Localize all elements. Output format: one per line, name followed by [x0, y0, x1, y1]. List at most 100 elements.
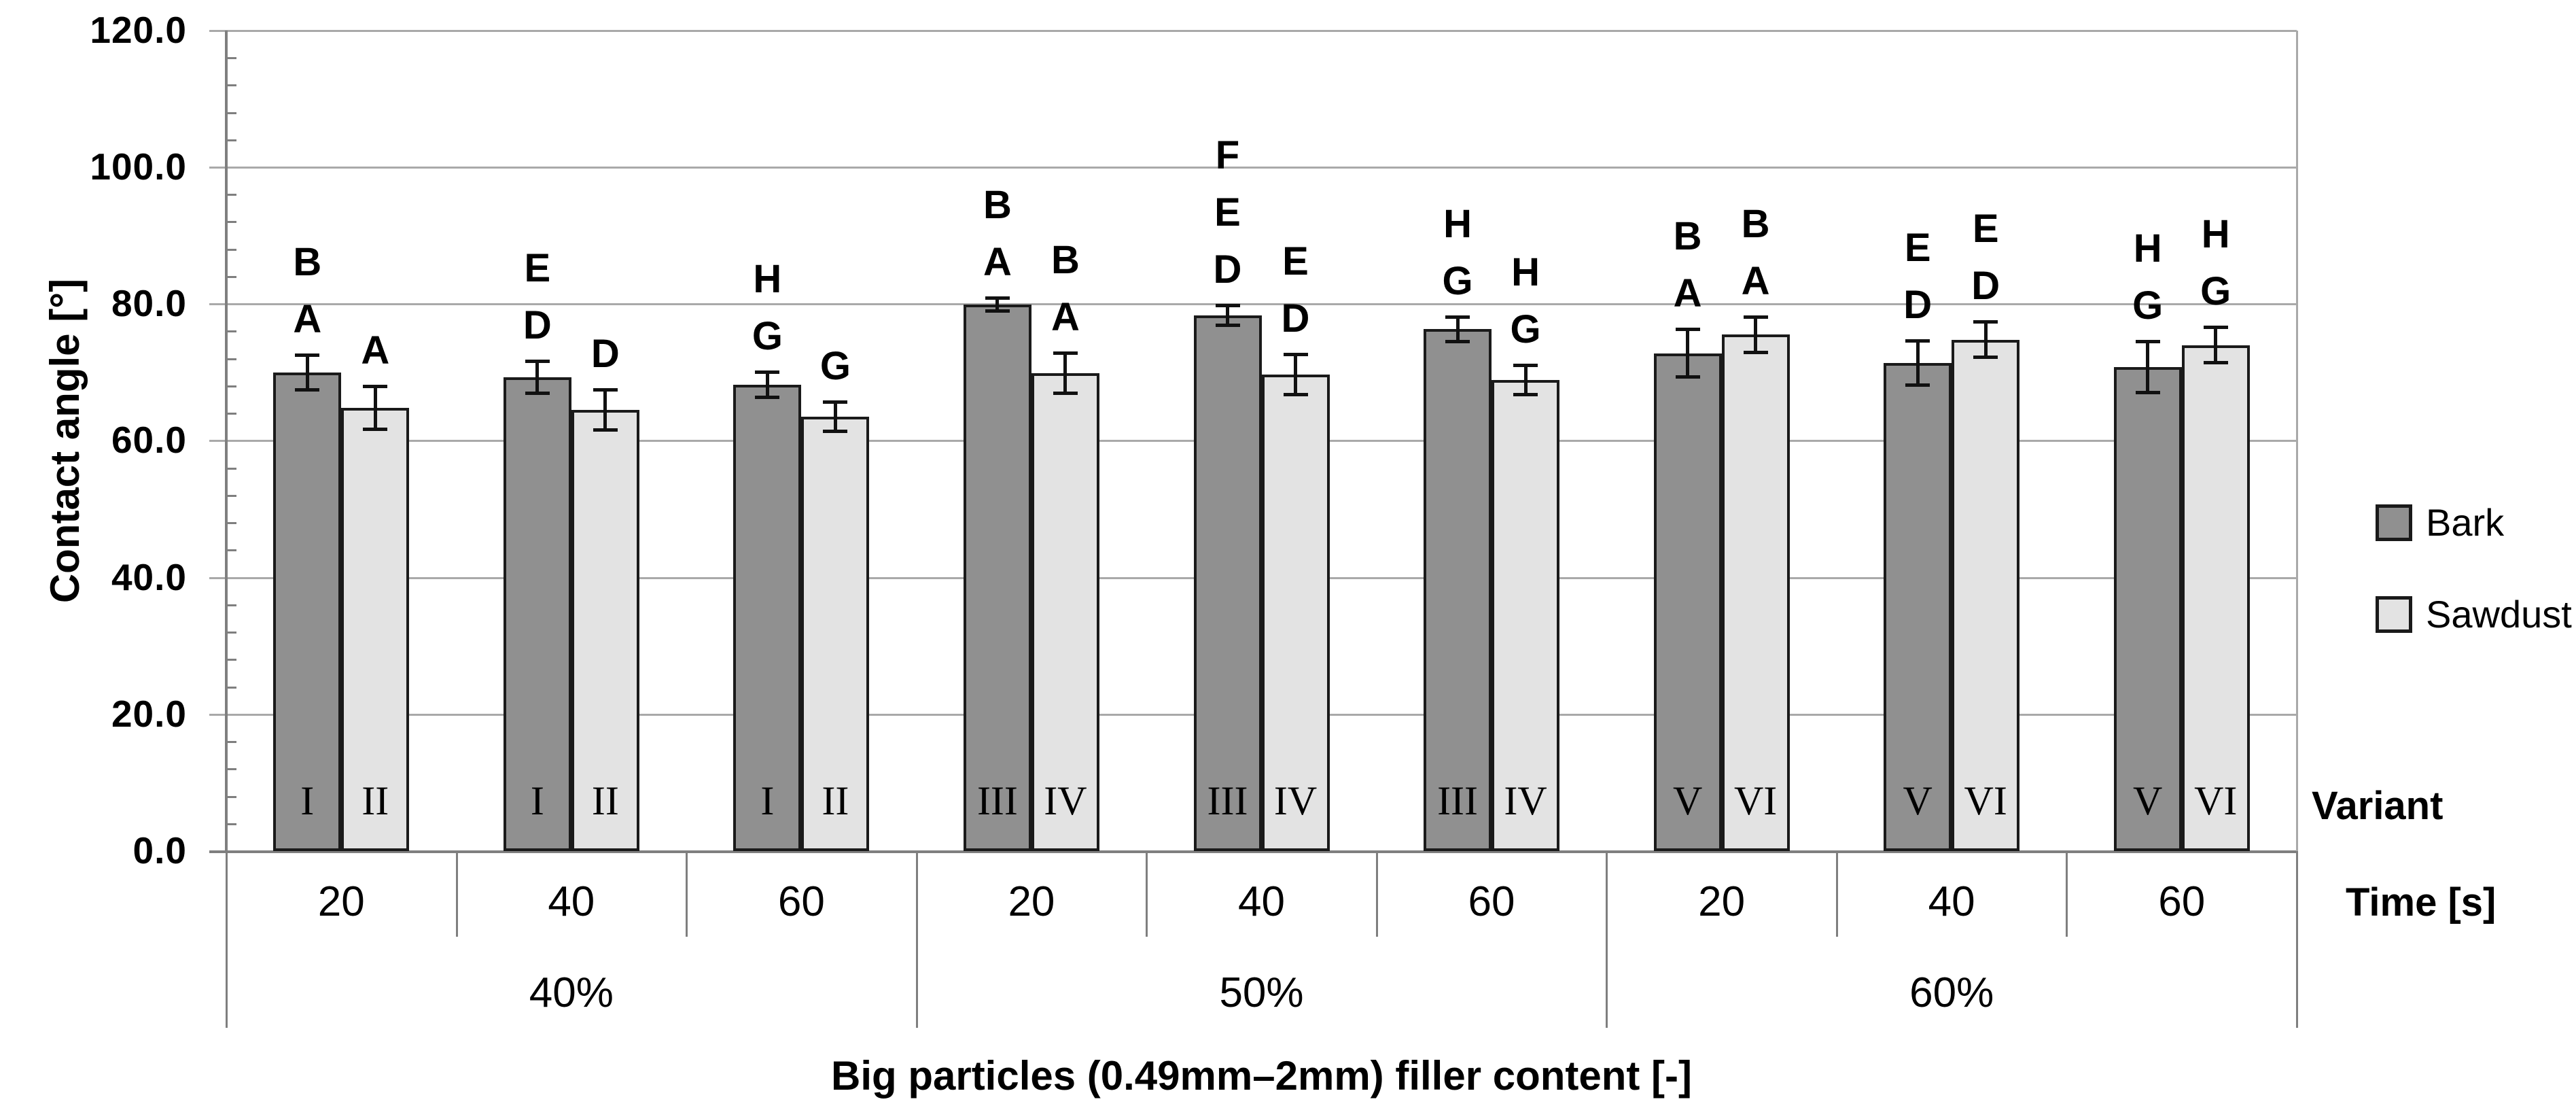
significance-letter-sawdust-60%-60s-H: H [2201, 212, 2230, 257]
error-cap-top-bark-40%-40s [525, 359, 550, 363]
time-row-separator [226, 851, 228, 937]
y-minor-tick [226, 275, 236, 278]
y-minor-tick [226, 467, 236, 470]
bar-bark-60%-40s [1884, 362, 1952, 851]
y-tick-label-40: 40.0 [111, 555, 187, 598]
significance-letter-sawdust-60%-40s-E: E [1972, 207, 1999, 252]
y-minor-tick [226, 358, 236, 360]
y-tick-label-60: 60.0 [111, 419, 187, 462]
error-cap-top-bark-60%-40s [1905, 339, 1930, 343]
filler-label-60%: 60% [1909, 969, 1994, 1016]
error-cap-bottom-bark-50%-40s [1215, 324, 1240, 328]
error-bar-bark-60%-60s [2146, 341, 2150, 393]
significance-letter-bark-40%-60s-G: G [752, 313, 783, 358]
bar-sawdust-60%-60s [2181, 345, 2250, 851]
y-minor-tick [226, 194, 236, 196]
bar-sawdust-40%-20s [341, 408, 410, 851]
significance-letter-sawdust-60%-60s-G: G [2200, 269, 2231, 314]
error-bar-sawdust-50%-20s [1063, 352, 1068, 394]
time-label-40%-60: 60 [777, 878, 825, 925]
error-cap-bottom-sawdust-50%-20s [1053, 391, 1078, 395]
significance-letter-bark-60%-40s-D: D [1903, 282, 1933, 327]
error-cap-top-sawdust-50%-60s [1513, 363, 1538, 367]
significance-letter-sawdust-50%-20s-B: B [1051, 237, 1080, 282]
error-bar-bark-50%-40s [1226, 305, 1229, 326]
error-cap-bottom-bark-60%-60s [2135, 390, 2160, 394]
error-bar-sawdust-40%-20s [373, 385, 377, 430]
time-label-60%-40: 40 [1928, 878, 1975, 925]
variant-numeral-bark-60%-20s: V [1672, 778, 1703, 823]
y-minor-tick [226, 659, 236, 661]
sawdust-legend-label: Sawdust [2426, 593, 2572, 636]
bar-bark-60%-20s [1653, 353, 1722, 851]
error-bar-bark-60%-40s [1916, 340, 1920, 385]
y-minor-tick [226, 632, 236, 634]
bar-bark-50%-40s [1193, 315, 1262, 851]
significance-letter-sawdust-50%-60s-G: G [1510, 307, 1541, 351]
variant-numeral-sawdust-40%-60s: II [822, 778, 849, 823]
error-cap-bottom-sawdust-40%-40s [593, 428, 618, 432]
error-bar-sawdust-40%-40s [603, 389, 607, 431]
error-bar-sawdust-60%-60s [2214, 327, 2218, 363]
variant-numeral-bark-40%-60s: I [760, 778, 775, 823]
error-bar-bark-40%-20s [305, 354, 309, 390]
gridline-0 [209, 850, 2297, 853]
plot-right-border [2296, 30, 2298, 851]
y-minor-tick [226, 139, 236, 141]
error-cap-top-sawdust-50%-20s [1053, 351, 1078, 355]
filler-row-separator [2296, 937, 2298, 1028]
significance-letter-bark-40%-60s-H: H [753, 256, 782, 301]
significance-letter-bark-40%-20s-B: B [293, 239, 322, 284]
bar-sawdust-60%-20s [1721, 334, 1790, 851]
error-cap-top-bark-40%-60s [755, 370, 780, 374]
significance-letter-sawdust-50%-40s-D: D [1281, 296, 1310, 341]
time-row-separator [2296, 851, 2298, 937]
time-label-50%-40: 40 [1238, 878, 1285, 925]
variant-numeral-bark-50%-60s: III [1437, 778, 1479, 823]
significance-letter-bark-60%-60s-G: G [2132, 283, 2164, 328]
y-minor-tick [226, 494, 236, 497]
variant-numeral-sawdust-50%-60s: IV [1504, 778, 1547, 823]
time-row-separator [1146, 851, 1148, 937]
y-minor-tick [226, 330, 236, 333]
error-cap-top-bark-50%-40s [1215, 304, 1240, 308]
y-minor-tick [226, 686, 236, 689]
error-cap-bottom-bark-40%-40s [525, 391, 550, 395]
error-cap-top-bark-40%-20s [295, 353, 320, 357]
variant-numeral-bark-40%-40s: I [530, 778, 544, 823]
bar-sawdust-50%-20s [1031, 373, 1099, 851]
significance-letter-sawdust-60%-40s-D: D [1971, 264, 2000, 309]
bar-bark-50%-20s [963, 305, 1031, 851]
variant-numeral-sawdust-60%-40s: VI [1964, 778, 2007, 823]
bar-sawdust-40%-40s [571, 410, 639, 851]
significance-letter-sawdust-60%-20s-B: B [1741, 202, 1770, 247]
error-cap-top-sawdust-60%-60s [2203, 326, 2228, 330]
error-cap-top-bark-60%-20s [1675, 328, 1700, 332]
x-axis-title: Big particles (0.49mm–2mm) filler conten… [831, 1053, 1692, 1099]
filler-label-40%: 40% [529, 969, 614, 1016]
significance-letter-sawdust-50%-60s-H: H [1511, 249, 1540, 294]
error-cap-bottom-bark-40%-20s [295, 387, 320, 392]
bar-bark-40%-40s [503, 377, 571, 851]
significance-letter-sawdust-40%-40s-D: D [590, 331, 620, 376]
y-minor-tick [226, 604, 236, 606]
variant-numeral-sawdust-40%-40s: II [591, 778, 619, 823]
error-cap-bottom-sawdust-60%-60s [2203, 360, 2228, 364]
bark-legend-swatch [2376, 504, 2412, 541]
time-row-separator [2066, 851, 2068, 937]
error-cap-bottom-bark-40%-60s [755, 396, 780, 400]
error-cap-top-sawdust-50%-40s [1283, 352, 1308, 356]
time-row-label: Time [s] [2346, 880, 2496, 924]
gridline-120 [209, 29, 2297, 32]
error-bar-sawdust-40%-60s [833, 402, 837, 432]
bar-sawdust-50%-60s [1492, 379, 1560, 851]
significance-letter-bark-40%-20s-A: A [293, 296, 322, 341]
error-cap-bottom-bark-50%-20s [985, 309, 1010, 313]
variant-numeral-bark-60%-40s: V [1903, 778, 1933, 823]
error-cap-top-sawdust-60%-20s [1743, 315, 1768, 319]
bark-legend-label: Bark [2426, 501, 2505, 544]
significance-letter-bark-50%-40s-E: E [1214, 190, 1241, 235]
significance-letter-bark-40%-40s-E: E [524, 245, 551, 290]
bar-sawdust-60%-40s [1952, 339, 2020, 851]
